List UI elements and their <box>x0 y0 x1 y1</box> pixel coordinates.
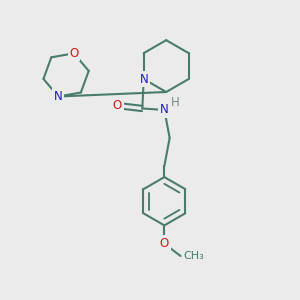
Text: N: N <box>160 103 169 116</box>
Text: H: H <box>171 96 180 109</box>
Text: N: N <box>54 90 63 103</box>
Text: O: O <box>112 99 122 112</box>
Text: CH₃: CH₃ <box>184 251 204 261</box>
Text: N: N <box>140 73 148 85</box>
Text: O: O <box>160 237 169 250</box>
Text: O: O <box>69 47 79 60</box>
